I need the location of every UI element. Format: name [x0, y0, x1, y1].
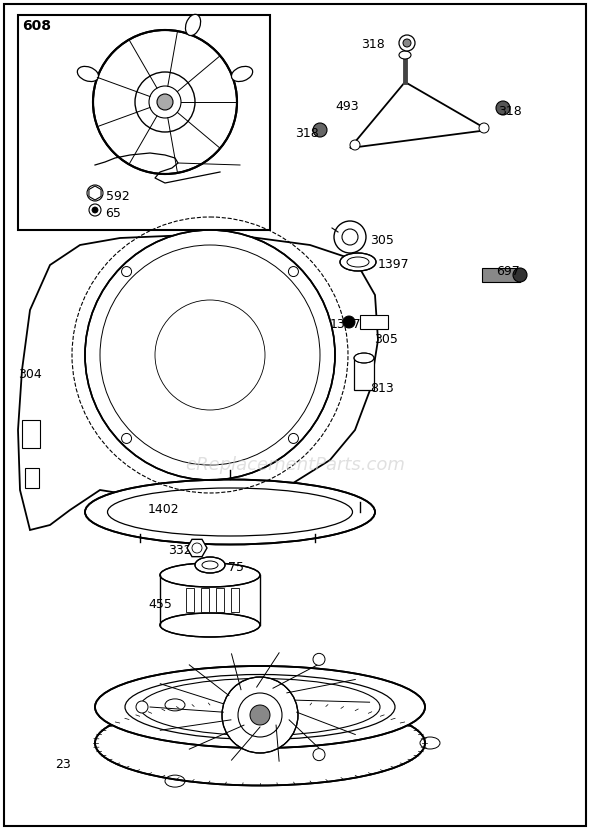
- Ellipse shape: [399, 51, 411, 59]
- Circle shape: [250, 705, 270, 725]
- Text: 697: 697: [496, 265, 520, 278]
- Circle shape: [122, 266, 132, 276]
- Text: 1397: 1397: [330, 318, 362, 331]
- Circle shape: [350, 140, 360, 150]
- Circle shape: [192, 543, 202, 553]
- Bar: [216, 588, 224, 612]
- Bar: [360, 315, 388, 329]
- Polygon shape: [18, 235, 378, 530]
- Circle shape: [496, 101, 510, 115]
- Circle shape: [313, 653, 325, 666]
- Bar: [201, 588, 209, 612]
- Text: 608: 608: [22, 19, 51, 33]
- Bar: [482, 268, 520, 282]
- Text: 493: 493: [335, 100, 359, 113]
- Ellipse shape: [195, 557, 225, 573]
- Circle shape: [136, 701, 148, 713]
- Ellipse shape: [160, 563, 260, 587]
- Ellipse shape: [354, 353, 374, 363]
- Bar: [231, 588, 239, 612]
- Text: 23: 23: [55, 758, 71, 771]
- Circle shape: [157, 94, 173, 110]
- Circle shape: [289, 266, 299, 276]
- Text: 1397: 1397: [378, 258, 409, 271]
- Text: 1402: 1402: [148, 503, 179, 516]
- Circle shape: [399, 35, 415, 51]
- Circle shape: [289, 433, 299, 443]
- Bar: [25, 468, 39, 488]
- Ellipse shape: [77, 66, 99, 81]
- Ellipse shape: [340, 253, 376, 271]
- Circle shape: [93, 30, 237, 174]
- Circle shape: [403, 39, 411, 47]
- Ellipse shape: [95, 701, 425, 785]
- Ellipse shape: [85, 480, 375, 544]
- Circle shape: [313, 123, 327, 137]
- Text: 318: 318: [498, 105, 522, 118]
- Circle shape: [313, 749, 325, 760]
- Circle shape: [513, 268, 527, 282]
- Text: 65: 65: [105, 207, 121, 220]
- Ellipse shape: [95, 666, 425, 748]
- Ellipse shape: [160, 613, 260, 637]
- Text: 305: 305: [374, 333, 398, 346]
- Circle shape: [85, 230, 335, 480]
- Polygon shape: [350, 82, 488, 148]
- Bar: [22, 420, 40, 448]
- Text: 813: 813: [370, 382, 394, 395]
- Text: 304: 304: [18, 368, 42, 381]
- Circle shape: [92, 207, 98, 213]
- Text: eReplacementParts.com: eReplacementParts.com: [185, 456, 405, 474]
- Circle shape: [343, 316, 355, 328]
- Bar: [186, 588, 194, 612]
- Text: 332: 332: [168, 544, 192, 557]
- Text: 318: 318: [295, 127, 319, 140]
- Bar: [18, 15, 270, 230]
- Text: 455: 455: [148, 598, 172, 611]
- Circle shape: [122, 433, 132, 443]
- Circle shape: [479, 123, 489, 133]
- Circle shape: [222, 677, 298, 753]
- Text: 305: 305: [370, 234, 394, 247]
- Text: 318: 318: [361, 38, 385, 51]
- Ellipse shape: [231, 66, 253, 81]
- Text: 75: 75: [228, 561, 244, 574]
- Ellipse shape: [185, 14, 201, 36]
- Text: 592: 592: [106, 190, 130, 203]
- Bar: [354, 358, 374, 390]
